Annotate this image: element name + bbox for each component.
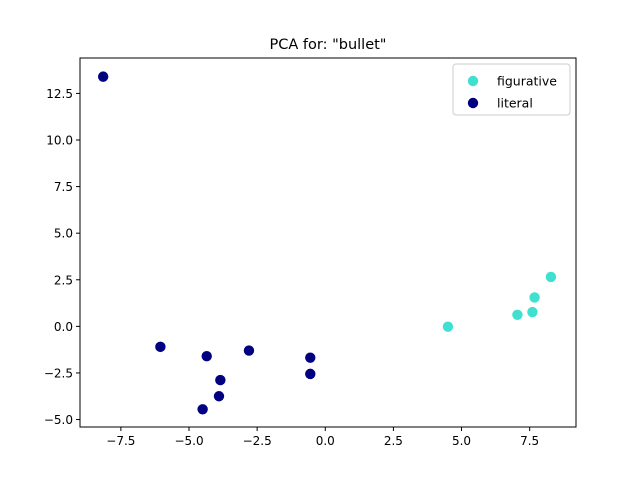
y-tick-label: −2.5 xyxy=(44,366,73,380)
y-tick-label: 10.0 xyxy=(46,134,73,148)
x-tick-label: 5.0 xyxy=(452,434,471,448)
literal-point-7 xyxy=(213,391,225,402)
y-tick-label: 7.5 xyxy=(54,180,73,194)
x-tick-label: 0.0 xyxy=(316,434,335,448)
x-tick-label: 7.5 xyxy=(520,434,539,448)
y-tick-label: −5.0 xyxy=(44,413,73,427)
plot-area xyxy=(97,71,557,415)
literal-point-2 xyxy=(201,350,212,362)
x-tick-label: −2.5 xyxy=(243,434,272,448)
y-tick-label: 0.0 xyxy=(54,320,73,334)
legend-marker-figurative xyxy=(467,75,479,87)
x-tick-label: −7.5 xyxy=(106,434,135,448)
y-tick-label: 12.5 xyxy=(46,87,73,101)
literal-point-8 xyxy=(197,404,208,415)
x-tick-label: −5.0 xyxy=(174,434,203,448)
axes: −7.5 −5.0 −2.5 0.0 2.5 5.0 7.5 −5.0 −2.5 0.0 2.5 5.… xyxy=(44,57,577,448)
literal-point-6 xyxy=(215,374,226,386)
figurative-point-1 xyxy=(512,309,523,321)
legend-label-figurative: figurative xyxy=(497,74,557,89)
chart-title: PCA for: "bullet" xyxy=(270,37,387,53)
y-tick-label: 5.0 xyxy=(54,227,73,241)
figurative-point-0 xyxy=(442,321,454,332)
x-tick-label: 2.5 xyxy=(384,434,403,448)
figurative-point-3 xyxy=(529,292,540,303)
literal-point-4 xyxy=(305,352,316,363)
literal-point-3 xyxy=(243,345,255,356)
literal-point-0 xyxy=(97,71,109,82)
legend-marker-literal xyxy=(467,97,479,109)
y-tick-label: 2.5 xyxy=(54,273,73,287)
literal-point-1 xyxy=(155,341,166,353)
plot-frame xyxy=(79,57,577,428)
legend: figurative literal xyxy=(452,63,571,116)
literal-point-5 xyxy=(305,368,316,380)
legend-label-literal: literal xyxy=(497,96,533,111)
figurative-point-4 xyxy=(545,271,557,283)
legend-box xyxy=(452,63,571,116)
figurative-point-2 xyxy=(527,306,538,318)
